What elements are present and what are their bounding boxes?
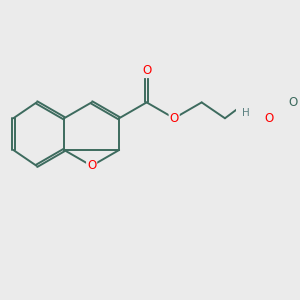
Text: O: O	[142, 64, 151, 77]
Text: O: O	[87, 159, 96, 172]
Text: O: O	[265, 112, 274, 125]
Text: H: H	[242, 108, 250, 118]
Text: O: O	[169, 112, 179, 125]
Text: O: O	[288, 96, 297, 109]
